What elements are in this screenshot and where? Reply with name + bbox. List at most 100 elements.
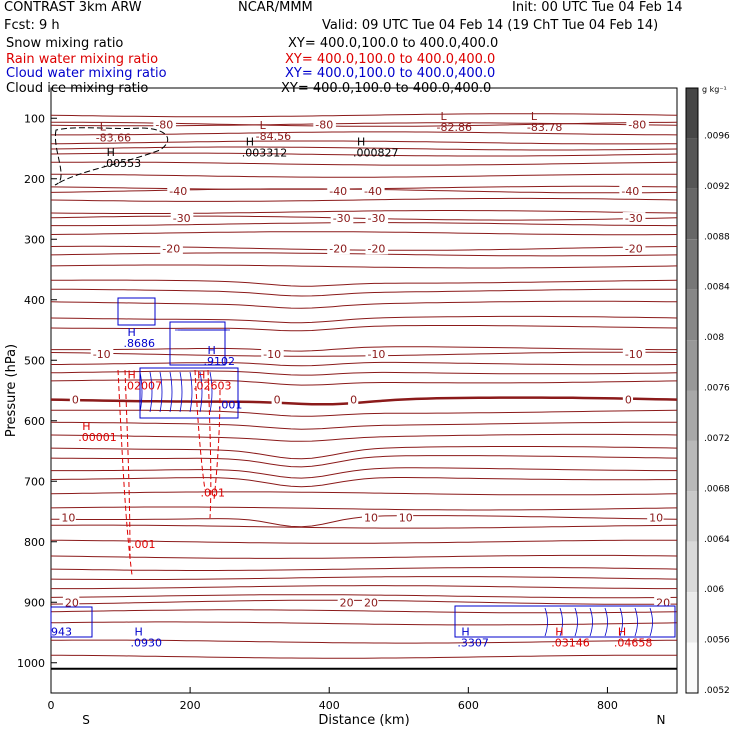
isoline: [51, 288, 677, 297]
isoline: [51, 539, 677, 544]
label-mask: [330, 212, 354, 225]
field-xy-cloud-water: XY= 400.0,100.0 to 400.0,400.0: [285, 66, 496, 81]
label-mask: [622, 348, 646, 361]
field-label-cloud-water: Cloud water mixing ratio: [6, 66, 167, 81]
y-tick-label: 900: [24, 596, 45, 609]
colorbar-label: .0052: [704, 686, 730, 696]
isoline: [50, 491, 678, 496]
isotherm-label: 20: [65, 596, 79, 609]
label-mask: [362, 596, 379, 609]
isotherm-label: -40: [621, 185, 639, 198]
isotherm-label: 20: [364, 596, 378, 609]
isotherm-label: -30: [625, 212, 643, 225]
isoline: [50, 379, 678, 386]
isotherm-label: 10: [649, 512, 663, 525]
isotherm-label: -20: [625, 242, 643, 255]
extremum-low-marker: L: [441, 110, 448, 123]
extremum-value: .04658: [614, 637, 653, 650]
colorbar-segment: [686, 88, 698, 139]
cloud-water-line: [589, 607, 593, 637]
isotherm-label: -10: [93, 348, 111, 361]
extremum-high-marker: H: [357, 135, 365, 148]
colorbar-label: .0056: [704, 636, 730, 646]
isoline: [50, 231, 678, 236]
label-mask: [337, 596, 355, 609]
colorbar-segment: [686, 239, 698, 290]
cloud-water-contours: [50, 297, 676, 638]
colorbar-segment: [686, 440, 698, 492]
extremum-value: .8686: [124, 337, 156, 350]
label-mask: [365, 212, 389, 225]
rain-contour: [124, 369, 131, 561]
isoline: [50, 197, 678, 202]
isotherm-label: -20: [367, 242, 385, 255]
y-tick-label: 300: [24, 233, 45, 246]
isoline: [50, 300, 678, 309]
extremum-value: .00553: [103, 157, 141, 170]
isoline: [51, 639, 678, 644]
colorbar-segment: [686, 592, 698, 643]
isotherm-label: -80: [628, 118, 646, 131]
isotherm-label: 20: [340, 596, 354, 609]
y-axis-title: Pressure (hPa): [4, 344, 19, 437]
label-mask: [622, 393, 634, 406]
isotherm-label: -40: [329, 185, 347, 198]
label-mask: [348, 393, 359, 406]
cloud-water-line: [169, 371, 173, 413]
isoline: [51, 467, 677, 479]
extremum-high-marker: H: [461, 626, 469, 639]
isoline: [50, 370, 678, 376]
extremum-value: -82.86: [437, 121, 472, 134]
isotherm-label: -30: [367, 212, 385, 225]
y-tick-label: 800: [24, 536, 45, 549]
extremum-low-marker: L: [100, 120, 107, 133]
extremum-low-marker: L: [531, 110, 538, 123]
extremum-high-marker: H: [128, 368, 136, 381]
extremum-high-marker: H: [208, 344, 216, 357]
isoline: [51, 585, 677, 590]
cloud-water-line: [159, 371, 163, 413]
label-mask: [647, 511, 664, 524]
label-mask: [62, 596, 80, 609]
cloud-water-line: [149, 371, 153, 413]
isotherm-label: -10: [625, 348, 643, 361]
isoline: [50, 161, 678, 166]
extremum-value: .3307: [457, 637, 489, 650]
contour-value-label: .001: [131, 538, 156, 551]
extremum-value: .02603: [193, 379, 232, 392]
y-tick-label: 700: [24, 475, 45, 488]
extremum-high-marker: H: [197, 368, 205, 381]
x-tick-label: 800: [597, 699, 618, 712]
colorbar-frame: [685, 87, 699, 694]
isoline: [50, 506, 678, 511]
extremum-low-marker: L: [260, 119, 267, 132]
contour-value-label: .001: [218, 399, 243, 412]
isoline: [50, 567, 678, 571]
cloud-water-box: [454, 605, 676, 638]
colorbar-label: .0084: [704, 283, 730, 293]
forecast-hour: Fcst: 9 h: [4, 18, 60, 33]
isotherm-label: 0: [72, 394, 79, 407]
background-contours: [50, 113, 678, 659]
isotherm-label: -10: [263, 348, 281, 361]
colorbar-label: .0072: [704, 434, 730, 444]
isoline: [50, 264, 678, 269]
snow-contour: [54, 127, 169, 186]
extremum-high-marker: H: [246, 135, 254, 148]
label-mask: [170, 212, 194, 225]
isoline: [50, 455, 678, 468]
label-mask: [167, 184, 190, 197]
label-mask: [313, 118, 336, 131]
extremum-high-marker: H: [555, 626, 563, 639]
label-mask: [59, 511, 76, 524]
colorbar-segment: [686, 390, 698, 441]
colorbar-segment: [686, 541, 698, 593]
label-mask: [362, 511, 379, 524]
isotherm-label: -20: [329, 242, 347, 255]
y-tick-label: 400: [24, 294, 45, 307]
isotherm-label: -80: [155, 118, 173, 131]
isotherm-label: 0: [625, 394, 632, 407]
cloud-water-box: [139, 367, 239, 419]
isoline: [50, 279, 678, 287]
plot-frame: [50, 87, 678, 694]
